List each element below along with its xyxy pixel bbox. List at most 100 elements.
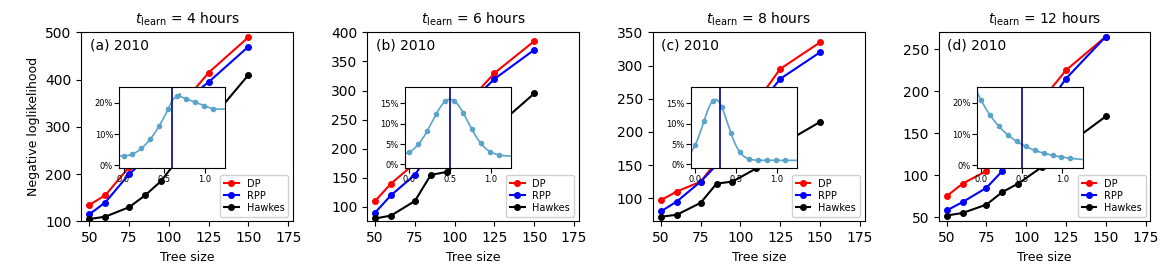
RPP — [980, 186, 994, 190]
DP — [694, 180, 708, 183]
Hawkes — [955, 211, 969, 215]
Hawkes — [99, 215, 113, 218]
Text: (c) 2010: (c) 2010 — [661, 38, 719, 52]
RPP — [1035, 111, 1049, 114]
X-axis label: Tree size: Tree size — [1017, 251, 1071, 264]
DP — [83, 203, 96, 207]
Legend: DP, RPP, Hawkes: DP, RPP, Hawkes — [221, 175, 288, 217]
Hawkes — [669, 213, 683, 216]
X-axis label: Tree size: Tree size — [160, 251, 215, 264]
Hawkes — [654, 215, 668, 218]
RPP — [955, 200, 969, 204]
Hawkes — [710, 182, 724, 185]
DP — [1035, 98, 1049, 101]
DP — [424, 144, 438, 147]
DP — [749, 100, 763, 104]
Hawkes — [940, 214, 954, 217]
DP — [1099, 35, 1113, 38]
Hawkes — [383, 214, 397, 217]
RPP — [439, 138, 453, 141]
Title: $t_{\mathrm{learn}}$ = 4 hours: $t_{\mathrm{learn}}$ = 4 hours — [135, 11, 239, 28]
RPP — [694, 180, 708, 183]
Hawkes — [122, 206, 136, 209]
DP — [955, 182, 969, 185]
DP — [153, 137, 167, 140]
Text: (a) 2010: (a) 2010 — [89, 38, 149, 52]
DP — [178, 99, 192, 103]
RPP — [368, 211, 382, 214]
RPP — [464, 100, 478, 104]
Hawkes — [488, 127, 502, 130]
RPP — [153, 139, 167, 143]
RPP — [710, 163, 724, 167]
RPP — [1011, 148, 1025, 152]
DP — [122, 166, 136, 169]
RPP — [996, 169, 1010, 173]
DP — [488, 72, 502, 75]
RPP — [202, 80, 216, 84]
DP — [368, 200, 382, 203]
RPP — [725, 140, 739, 143]
RPP — [813, 51, 827, 54]
RPP — [99, 201, 113, 204]
Hawkes — [439, 170, 453, 174]
Text: (d) 2010: (d) 2010 — [947, 38, 1006, 52]
Hawkes — [408, 200, 422, 203]
Line: RPP: RPP — [86, 44, 251, 217]
Legend: DP, RPP, Hawkes: DP, RPP, Hawkes — [507, 175, 574, 217]
Hawkes — [368, 217, 382, 220]
DP — [710, 160, 724, 163]
RPP — [408, 173, 422, 177]
RPP — [383, 194, 397, 197]
Hawkes — [528, 92, 541, 95]
Title: $t_{\mathrm{learn}}$ = 12 hours: $t_{\mathrm{learn}}$ = 12 hours — [988, 11, 1102, 28]
RPP — [242, 45, 256, 48]
RPP — [178, 99, 192, 103]
Line: DP: DP — [372, 38, 537, 204]
Line: Hawkes: Hawkes — [372, 91, 537, 221]
Hawkes — [138, 194, 152, 197]
Hawkes — [242, 73, 256, 77]
DP — [654, 198, 668, 202]
Hawkes — [725, 180, 739, 183]
DP — [725, 140, 739, 143]
RPP — [83, 213, 96, 216]
RPP — [940, 209, 954, 212]
Line: DP: DP — [86, 34, 251, 208]
Legend: DP, RPP, Hawkes: DP, RPP, Hawkes — [1077, 175, 1146, 217]
Line: DP: DP — [944, 34, 1109, 199]
DP — [99, 194, 113, 197]
Legend: DP, RPP, Hawkes: DP, RPP, Hawkes — [791, 175, 860, 217]
DP — [669, 190, 683, 193]
RPP — [1059, 77, 1073, 80]
DP — [1059, 69, 1073, 72]
Line: Hawkes: Hawkes — [658, 119, 823, 220]
RPP — [528, 48, 541, 52]
Hawkes — [1035, 165, 1049, 168]
Hawkes — [464, 150, 478, 153]
DP — [408, 162, 422, 165]
DP — [383, 182, 397, 185]
Hawkes — [1099, 115, 1113, 118]
Hawkes — [749, 167, 763, 170]
DP — [813, 41, 827, 44]
RPP — [488, 77, 502, 80]
Hawkes — [424, 173, 438, 177]
DP — [996, 153, 1010, 156]
DP — [439, 133, 453, 136]
DP — [528, 39, 541, 43]
Line: Hawkes: Hawkes — [944, 114, 1109, 218]
Hawkes — [202, 120, 216, 124]
DP — [1011, 136, 1025, 139]
Hawkes — [178, 149, 192, 152]
Y-axis label: Negative loglikelihood: Negative loglikelihood — [27, 57, 40, 197]
Text: (b) 2010: (b) 2010 — [375, 38, 435, 52]
DP — [138, 151, 152, 154]
DP — [202, 71, 216, 74]
Line: DP: DP — [658, 40, 823, 203]
Hawkes — [813, 120, 827, 124]
Hawkes — [980, 203, 994, 206]
RPP — [654, 210, 668, 213]
Hawkes — [1059, 144, 1073, 147]
Line: Hawkes: Hawkes — [86, 72, 251, 222]
